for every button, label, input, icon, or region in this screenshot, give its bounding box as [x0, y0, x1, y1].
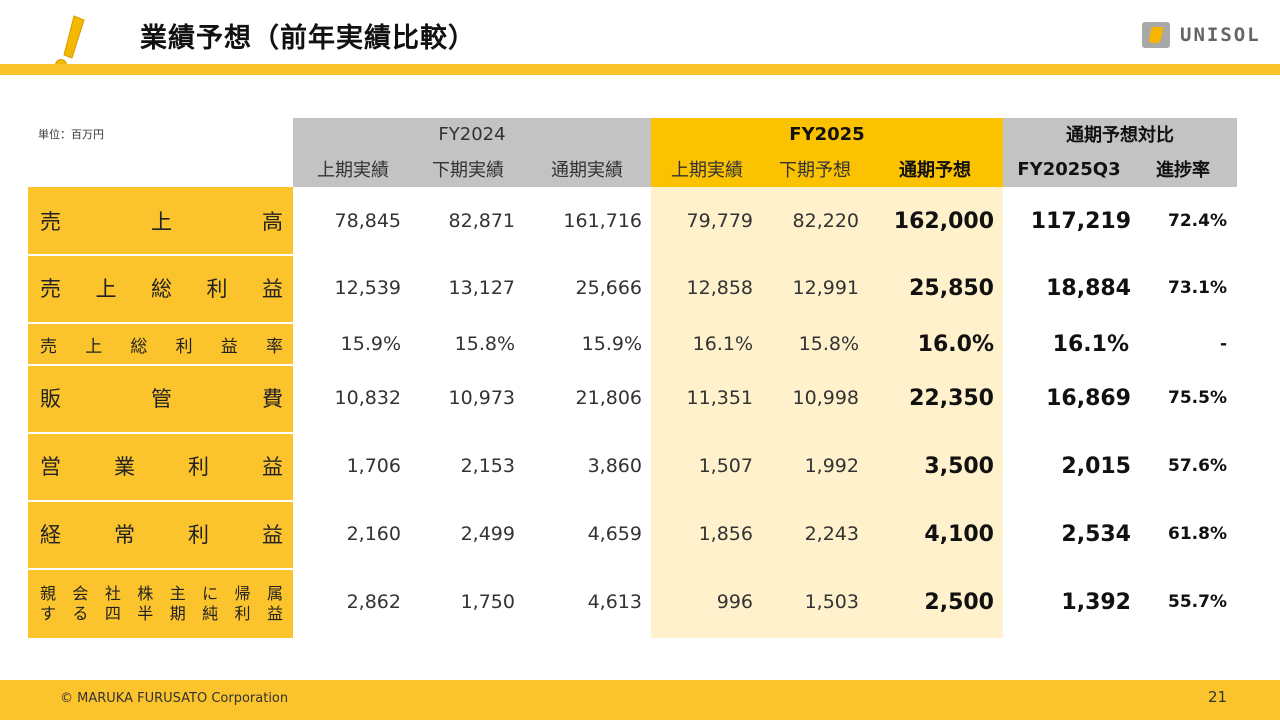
- row-label-gross-profit: 売上総利益: [40, 277, 283, 301]
- table-cell: 1,507: [698, 455, 753, 477]
- row-divider: [28, 254, 293, 256]
- table-cell: 2,160: [346, 523, 401, 545]
- row-label-net-profit-owners: 親会社株主に帰属 する四半期純利益: [40, 582, 283, 623]
- compare-header-bg: [1003, 118, 1237, 187]
- table-cell: 117,219: [1030, 208, 1131, 234]
- table-cell: 18,884: [1046, 275, 1131, 301]
- table-cell: 61.8%: [1168, 524, 1227, 544]
- table-cell: 2,015: [1061, 453, 1131, 479]
- row-divider: [28, 500, 293, 502]
- table-cell: 2,534: [1061, 521, 1131, 547]
- row-divider: [28, 432, 293, 434]
- table-cell: 72.4%: [1168, 211, 1227, 231]
- table-cell: 82,220: [792, 210, 859, 232]
- row-divider: [28, 568, 293, 570]
- table-cell: 15.9%: [581, 333, 642, 355]
- table-cell: 78,845: [334, 210, 401, 232]
- table-cell: 15.9%: [340, 333, 401, 355]
- table-cell: 1,992: [804, 455, 859, 477]
- table-cell: 75.5%: [1168, 388, 1227, 408]
- table-cell: 73.1%: [1168, 278, 1227, 298]
- table-cell: 10,973: [448, 387, 515, 409]
- header-fy2024: FY2024: [438, 123, 506, 145]
- table-cell: 79,779: [686, 210, 753, 232]
- table-cell: 16,869: [1046, 385, 1131, 411]
- table-cell: 2,243: [804, 523, 859, 545]
- col-fy2024-h1-actual: 上期実績: [317, 160, 389, 181]
- col-fy2024-full-actual: 通期実績: [551, 160, 623, 181]
- unisol-logo-icon: [1142, 22, 1170, 48]
- table-cell: 57.6%: [1168, 456, 1227, 476]
- row-label-sga: 販管費: [40, 387, 283, 411]
- row-label-column-bg: [28, 187, 293, 638]
- header-divider: [0, 64, 1280, 75]
- row-divider: [28, 322, 293, 324]
- table-cell: 12,991: [792, 277, 859, 299]
- label-line-1: 親会社株主に帰属: [40, 584, 283, 603]
- table-cell: 15.8%: [454, 333, 515, 355]
- col-fy2025-full-forecast: 通期予想: [899, 160, 971, 181]
- fy2024-header-bg: [293, 118, 651, 187]
- col-fy2025-h1-actual: 上期実績: [671, 160, 743, 181]
- table-cell: 55.7%: [1168, 592, 1227, 612]
- row-label-operating-profit: 営業利益: [40, 455, 283, 479]
- brand-name: UNISOL: [1180, 24, 1261, 46]
- header-forecast-comparison: 通期予想対比: [1066, 125, 1174, 146]
- row-label-gross-margin: 売上総利益率: [40, 336, 283, 357]
- table-cell: 4,613: [587, 591, 642, 613]
- copyright-text: © MARUKA FURUSATO Corporation: [60, 691, 289, 706]
- table-cell: 15.8%: [798, 333, 859, 355]
- col-progress-rate: 進捗率: [1156, 160, 1210, 181]
- table-cell: 25,850: [909, 275, 994, 301]
- table-cell: 11,351: [686, 387, 753, 409]
- table-cell: 16.1%: [1052, 331, 1129, 357]
- table-cell: 12,858: [686, 277, 753, 299]
- table-cell: 25,666: [575, 277, 642, 299]
- table-cell: 1,503: [804, 591, 859, 613]
- row-label-ordinary-profit: 経常利益: [40, 523, 283, 547]
- col-fy2025-h2-forecast: 下期予想: [779, 160, 851, 181]
- table-cell: 10,832: [334, 387, 401, 409]
- slide-footer: [0, 680, 1280, 720]
- header-fy2025: FY2025: [789, 123, 865, 145]
- label-line-2: する四半期純利益: [40, 604, 283, 623]
- table-cell: 10,998: [792, 387, 859, 409]
- table-cell: 2,499: [460, 523, 515, 545]
- fy2025-body-bg: [651, 187, 1003, 638]
- table-cell: 3,500: [924, 453, 994, 479]
- table-cell: 16.1%: [692, 333, 753, 355]
- page-title: 業績予想（前年実績比較）: [140, 23, 476, 54]
- table-cell: 16.0%: [917, 331, 994, 357]
- table-cell: 21,806: [575, 387, 642, 409]
- table-cell: -: [1219, 334, 1227, 354]
- table-cell: 1,392: [1061, 589, 1131, 615]
- table-cell: 2,500: [924, 589, 994, 615]
- company-logo: UNISOL: [1142, 22, 1261, 48]
- table-cell: 4,100: [924, 521, 994, 547]
- table-cell: 161,716: [563, 210, 642, 232]
- table-cell: 4,659: [587, 523, 642, 545]
- table-cell: 13,127: [448, 277, 515, 299]
- unit-label: 単位：百万円: [38, 128, 104, 141]
- table-cell: 1,706: [346, 455, 401, 477]
- table-cell: 162,000: [893, 208, 994, 234]
- table-cell: 22,350: [909, 385, 994, 411]
- col-fy2024-h2-actual: 下期実績: [432, 160, 504, 181]
- col-fy2025q3: FY2025Q3: [1017, 158, 1121, 180]
- table-cell: 1,750: [460, 591, 515, 613]
- page-number: 21: [1208, 688, 1228, 706]
- table-cell: 2,153: [460, 455, 515, 477]
- row-divider: [28, 364, 293, 366]
- table-cell: 2,862: [346, 591, 401, 613]
- row-label-net-sales: 売上高: [40, 210, 283, 234]
- table-cell: 82,871: [448, 210, 515, 232]
- table-cell: 1,856: [698, 523, 753, 545]
- table-cell: 996: [716, 591, 753, 613]
- slide-header: 業績予想（前年実績比較） UNISOL: [0, 0, 1280, 71]
- fy2025-header-bg: [651, 118, 1003, 187]
- table-cell: 3,860: [587, 455, 642, 477]
- table-cell: 12,539: [334, 277, 401, 299]
